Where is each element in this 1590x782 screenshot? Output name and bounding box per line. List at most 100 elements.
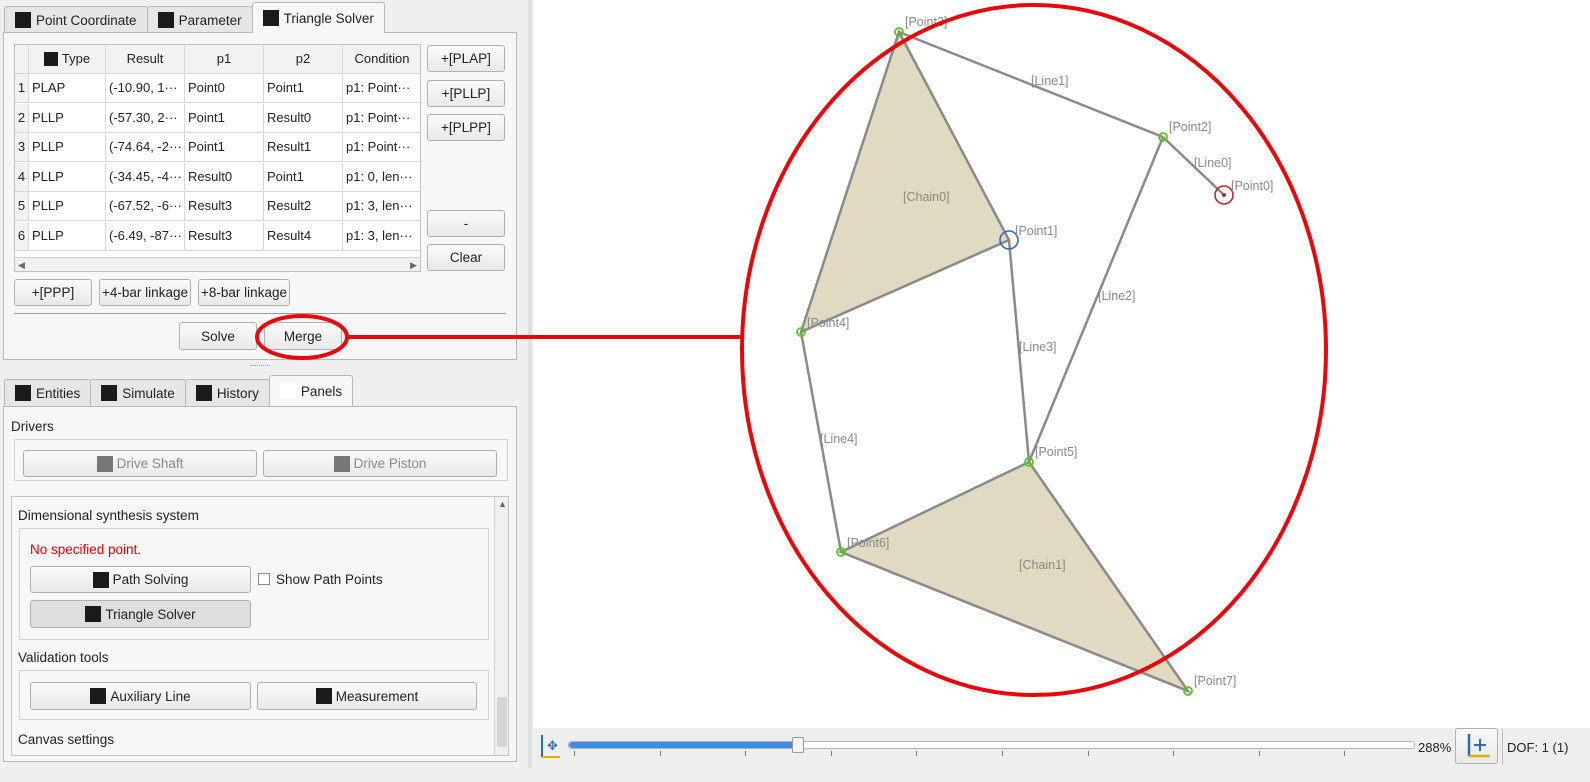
point2-label: [Point2] — [1169, 120, 1211, 134]
canvas[interactable]: [Line0] [Line1] [Line2] [Line3] [Line4] … — [533, 0, 1590, 728]
table-row[interactable]: 6 PLLP (-6.49, -87··· Result3 Result4 p1: 3, … — [15, 221, 420, 251]
entities-icon — [15, 385, 31, 401]
remove-button[interactable]: - — [427, 210, 505, 237]
tab-label: Panels — [300, 383, 343, 399]
table-cell-condition: p1: Point··· — [343, 74, 420, 102]
header-result[interactable]: Result — [106, 45, 185, 73]
table-cell-p2: Result2 — [264, 192, 343, 220]
scroll-left-icon[interactable]: ◀ — [18, 260, 25, 270]
slider-tick — [1258, 751, 1260, 756]
tab-point-coordinate[interactable]: Point Coordinate — [4, 6, 148, 33]
tab-label: History — [216, 385, 259, 401]
tab-simulate[interactable]: Simulate — [90, 379, 186, 406]
eight-bar-linkage-button[interactable]: +8-bar linkage — [198, 279, 290, 306]
measurement-icon — [315, 688, 332, 704]
canvas-splitter[interactable] — [528, 0, 532, 768]
add-ppp-button[interactable]: +[PPP] — [14, 279, 92, 306]
table-row[interactable]: 2 PLLP (-57.30, 2··· Point1 Result0 p1: Point… — [15, 103, 420, 133]
panels-icon — [279, 383, 296, 399]
axes-icon — [1467, 734, 1490, 758]
row-number[interactable]: 6 — [15, 221, 29, 250]
table-cell-result: (-74.64, -2··· — [106, 133, 185, 161]
measurement-button[interactable]: Measurement — [257, 682, 477, 710]
add-plpp-button[interactable]: +[PLPP] — [427, 114, 505, 141]
slider-tick — [830, 751, 832, 756]
pan-tool-icon[interactable]: ✥ — [538, 733, 562, 761]
panels-scroll-area[interactable]: Dimensional synthesis system No specifie… — [11, 496, 509, 756]
triangle-solver-icon — [43, 52, 58, 66]
add-pllp-button[interactable]: +[PLLP] — [427, 80, 505, 107]
triangle-solver-button[interactable]: Triangle Solver — [30, 600, 251, 628]
table-row[interactable]: 3 PLLP (-74.64, -2··· Point1 Result1 p1: Poin… — [15, 133, 420, 162]
line2[interactable] — [1027, 136, 1165, 463]
show-path-points-checkbox[interactable] — [258, 573, 270, 585]
scrollbar-thumb[interactable] — [497, 697, 507, 747]
table-cell-result: (-10.90, 1··· — [106, 74, 185, 102]
table-cell-type: PLLP — [29, 103, 106, 132]
row-number[interactable]: 3 — [15, 133, 29, 161]
triangle-solver-icon — [85, 606, 102, 622]
four-bar-linkage-button[interactable]: +4-bar linkage — [99, 279, 191, 306]
tab-parameter[interactable]: Parameter — [146, 6, 253, 33]
tab-label: Point Coordinate — [36, 12, 137, 28]
row-number[interactable]: 1 — [15, 74, 29, 102]
chain1-shape[interactable] — [837, 460, 1192, 694]
table-cell-p1: Result3 — [185, 221, 264, 250]
table-cell-p2: Result1 — [264, 133, 343, 161]
table-cell-p2: Point1 — [264, 162, 343, 191]
table-cell-p2: Result0 — [264, 103, 343, 132]
tab-triangle-solver[interactable]: Triangle Solver — [251, 2, 385, 33]
header-type[interactable]: Type — [29, 45, 106, 73]
table-cell-result: (-34.45, -4··· — [106, 162, 185, 191]
table-cell-condition: p1: 3, len··· — [343, 192, 420, 220]
line3-label: [Line3] — [1019, 340, 1057, 354]
clear-button[interactable]: Clear — [427, 244, 505, 271]
simulate-icon — [101, 385, 118, 401]
table-header: Type Result p1 p2 Condition — [15, 45, 420, 74]
reset-view-button[interactable] — [1455, 728, 1498, 764]
table-row[interactable]: 1 PLAP (-10.90, 1··· Point0 Point1 p1: Point·… — [15, 74, 420, 103]
header-condition[interactable]: Condition — [343, 45, 420, 73]
auxiliary-line-button[interactable]: Auxiliary Line — [30, 682, 251, 710]
path-solving-button[interactable]: Path Solving — [30, 566, 251, 593]
header-p1[interactable]: p1 — [185, 45, 264, 73]
canvas-settings-title: Canvas settings — [18, 732, 115, 747]
scroll-up-icon[interactable]: ▲ — [498, 499, 507, 509]
table-row[interactable]: 5 PLLP (-67.52, -6··· Result3 Result2 p1: 3, … — [15, 192, 420, 221]
chain1-label: [Chain1] — [1019, 558, 1066, 572]
drive-shaft-button[interactable]: Drive Shaft — [23, 450, 257, 477]
row-number[interactable]: 2 — [15, 103, 29, 132]
tab-history[interactable]: History — [184, 379, 270, 406]
panels-vertical-scrollbar[interactable]: ▲ — [494, 497, 508, 755]
tab-panels[interactable]: Panels — [268, 375, 354, 406]
splitter-handle[interactable] — [250, 365, 270, 370]
row-number[interactable]: 4 — [15, 162, 29, 191]
scroll-right-icon[interactable]: ▶ — [410, 260, 417, 270]
header-p2[interactable]: p2 — [264, 45, 343, 73]
row-number[interactable]: 5 — [15, 192, 29, 220]
chain0-label: [Chain0] — [903, 190, 950, 204]
zoom-slider-handle[interactable] — [792, 737, 805, 753]
parameter-icon — [157, 12, 174, 28]
table-horizontal-scrollbar[interactable]: ◀ ▶ — [15, 257, 420, 271]
solve-button[interactable]: Solve — [179, 322, 257, 350]
add-plap-button[interactable]: +[PLAP] — [427, 45, 505, 72]
table-cell-type: PLLP — [29, 133, 106, 161]
table-cell-p1: Result0 — [185, 162, 264, 191]
chain0-shape[interactable] — [798, 28, 1011, 335]
synthesis-title: Dimensional synthesis system — [18, 508, 199, 523]
line2-label: [Line2] — [1098, 289, 1136, 303]
table-cell-p2: Point1 — [264, 74, 343, 102]
drivers-group — [14, 439, 508, 481]
slider-tick — [1002, 751, 1003, 756]
table-row[interactable]: 4 PLLP (-34.45, -4··· Result0 Point1 p1: 0, l… — [15, 162, 420, 192]
merge-button[interactable]: Merge — [264, 322, 342, 350]
top-tab-bar: Point Coordinate Parameter Triangle Solv… — [4, 2, 385, 33]
show-path-points-label: Show Path Points — [276, 572, 383, 587]
drive-shaft-icon — [96, 455, 113, 472]
tab-entities[interactable]: Entities — [4, 379, 92, 406]
drive-piston-button[interactable]: Drive Piston — [263, 450, 497, 477]
zoom-slider[interactable] — [568, 737, 1415, 753]
canvas-svg: [Line0] [Line1] [Line2] [Line3] [Line4] … — [796, 15, 1273, 696]
solution-table[interactable]: Type Result p1 p2 Condition 1 PLAP (-10.90… — [14, 44, 421, 272]
